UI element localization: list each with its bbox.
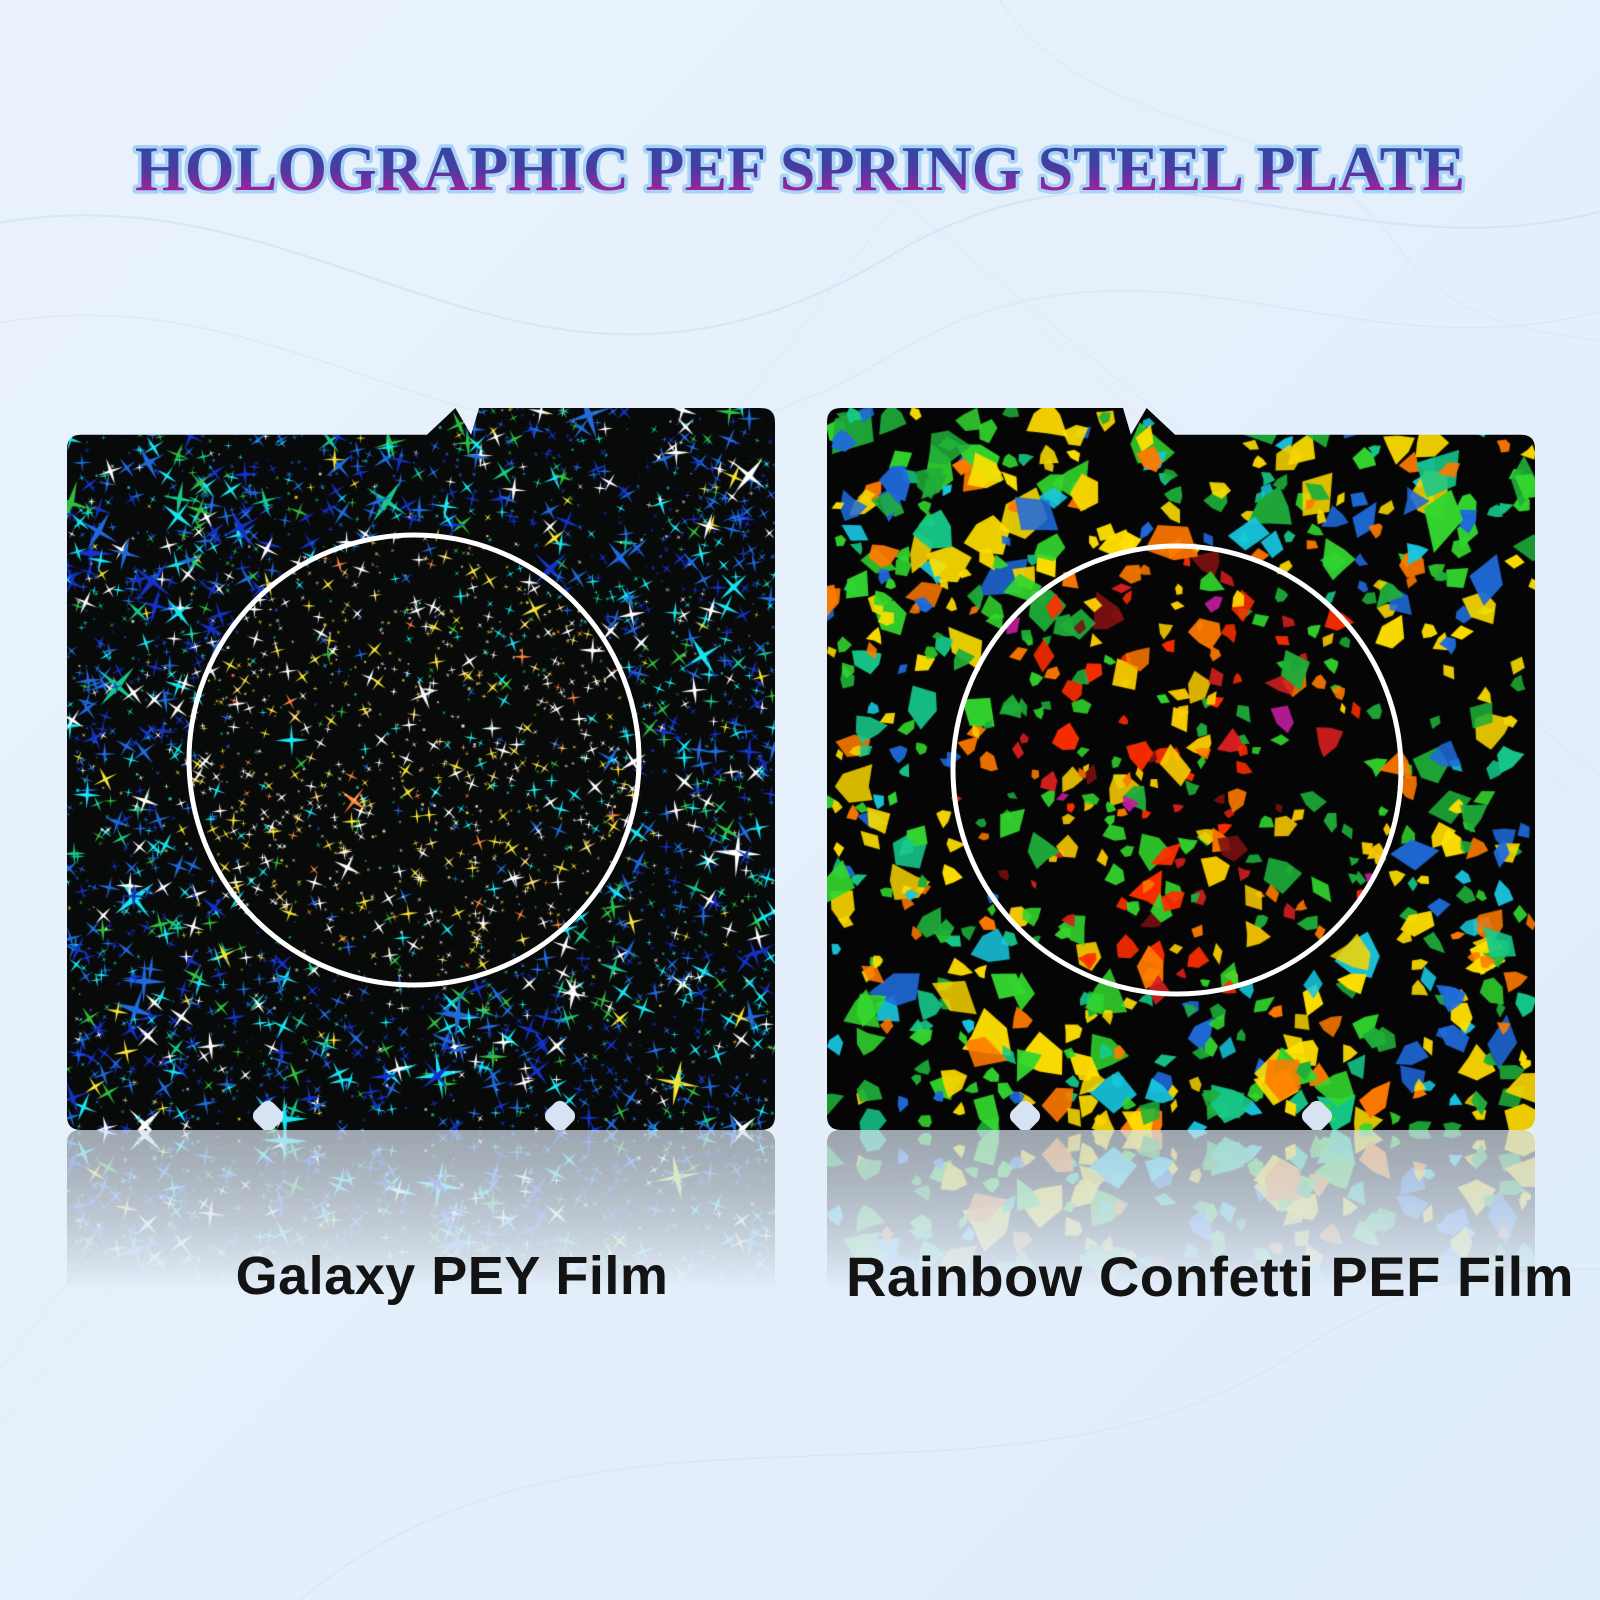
svg-text:HOLOGRAPHIC PEF SPRING STEEL P: HOLOGRAPHIC PEF SPRING STEEL PLATE [135, 133, 1465, 204]
